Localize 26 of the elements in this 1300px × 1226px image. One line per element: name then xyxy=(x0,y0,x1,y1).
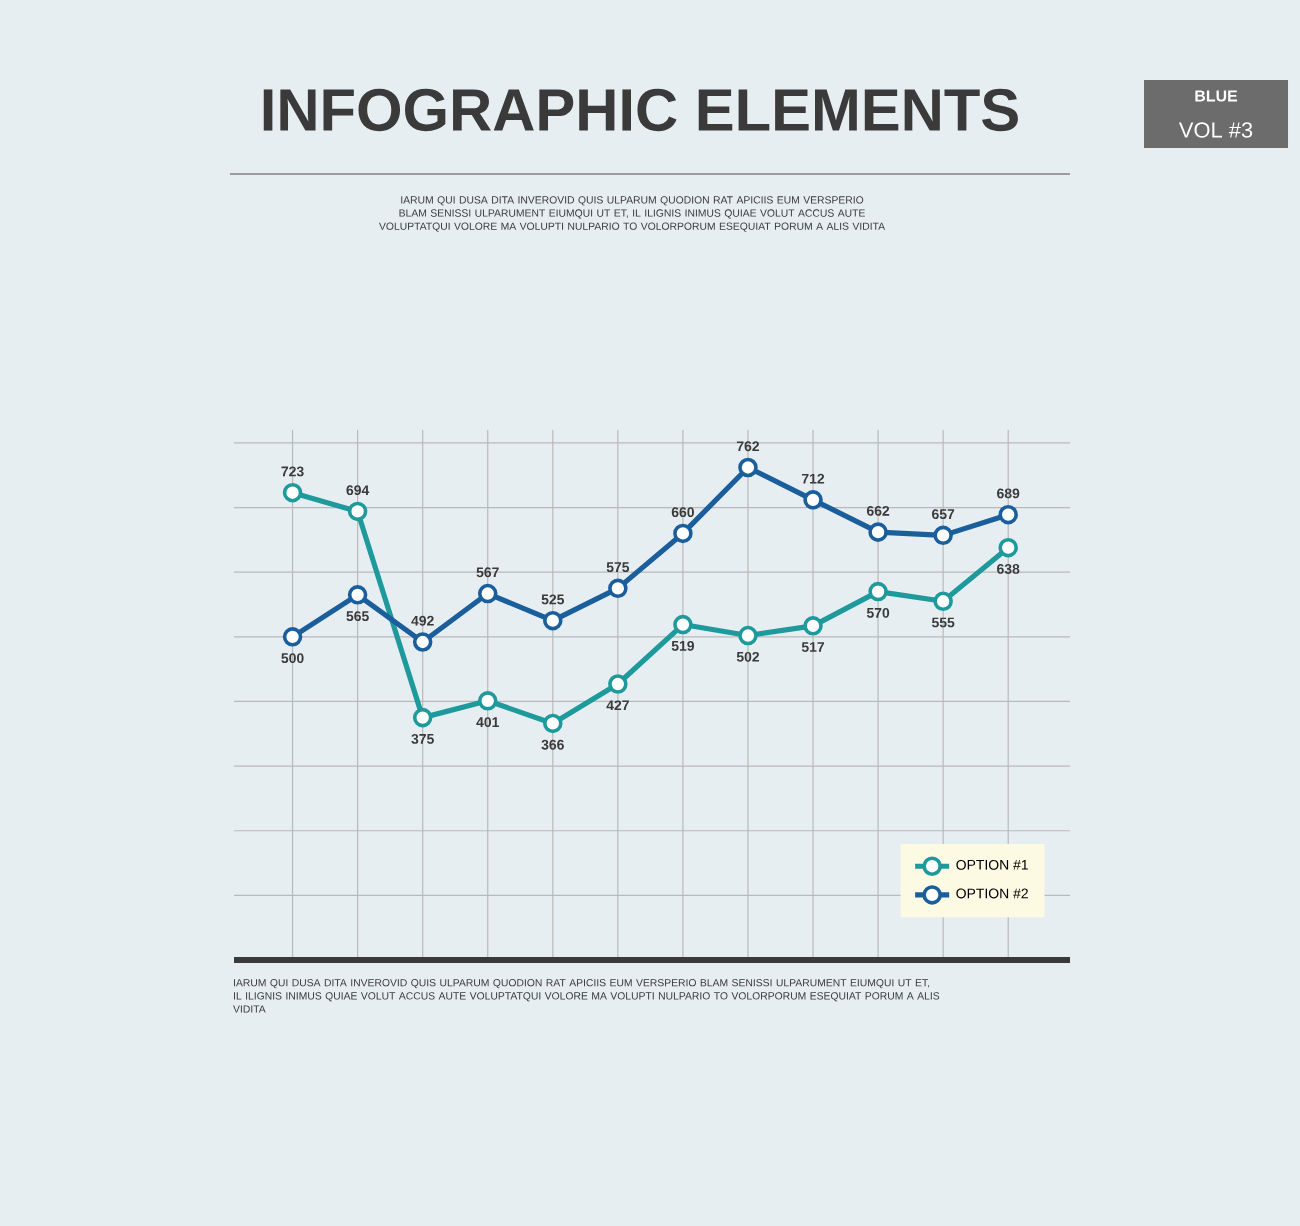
point xyxy=(347,585,368,605)
point xyxy=(738,457,758,478)
point xyxy=(477,691,498,711)
point xyxy=(998,504,1018,525)
point xyxy=(412,707,433,728)
point xyxy=(738,625,758,646)
point xyxy=(673,523,693,544)
point xyxy=(868,581,888,602)
point xyxy=(933,591,953,612)
point xyxy=(282,482,303,503)
point xyxy=(998,537,1018,558)
point xyxy=(347,501,368,522)
point xyxy=(803,490,823,510)
point xyxy=(543,610,563,631)
point xyxy=(412,632,433,652)
point xyxy=(608,578,628,599)
point xyxy=(543,713,563,734)
point xyxy=(803,616,823,636)
point xyxy=(608,674,628,694)
point xyxy=(933,525,953,546)
point xyxy=(282,627,303,647)
chart-title: INFOGRAPHIC ELEMENTS xyxy=(263,88,1018,132)
text: VOL #3 xyxy=(1178,122,1253,138)
point xyxy=(477,583,498,604)
point xyxy=(673,614,693,635)
point xyxy=(868,522,888,542)
